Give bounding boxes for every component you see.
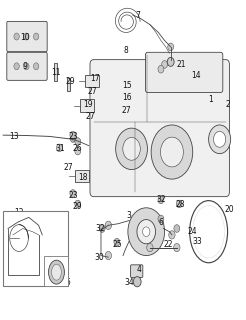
Text: 27: 27: [122, 106, 131, 115]
Circle shape: [169, 231, 175, 239]
Circle shape: [158, 215, 164, 223]
Ellipse shape: [52, 264, 61, 280]
Text: 18: 18: [78, 173, 87, 182]
Circle shape: [158, 196, 164, 204]
Text: 24: 24: [188, 227, 198, 236]
Text: 27: 27: [63, 164, 73, 172]
Text: 26: 26: [73, 144, 83, 153]
Text: 20: 20: [225, 205, 234, 214]
Circle shape: [128, 208, 165, 256]
Circle shape: [174, 225, 180, 232]
Circle shape: [105, 252, 111, 260]
FancyBboxPatch shape: [7, 52, 47, 80]
Text: 7: 7: [135, 11, 140, 20]
FancyBboxPatch shape: [131, 265, 143, 277]
Circle shape: [151, 125, 193, 179]
Text: 9: 9: [23, 61, 28, 70]
Circle shape: [143, 227, 150, 236]
Text: 29: 29: [66, 77, 75, 86]
Circle shape: [158, 65, 164, 73]
Circle shape: [70, 136, 75, 142]
Circle shape: [214, 131, 226, 147]
Circle shape: [105, 221, 111, 229]
Circle shape: [162, 60, 168, 68]
Circle shape: [24, 63, 29, 70]
Circle shape: [99, 225, 105, 232]
Text: 31: 31: [56, 144, 65, 153]
Bar: [54, 63, 58, 81]
Circle shape: [209, 125, 231, 154]
Text: 30: 30: [95, 253, 105, 262]
Text: 3: 3: [127, 211, 132, 220]
Bar: [3, 211, 68, 286]
Circle shape: [133, 276, 141, 287]
Bar: [80, 100, 94, 112]
Text: 6: 6: [158, 218, 163, 227]
Text: 4: 4: [137, 265, 141, 275]
Circle shape: [123, 138, 140, 160]
Circle shape: [160, 137, 183, 167]
Text: 27: 27: [85, 113, 95, 122]
Text: 1: 1: [209, 95, 214, 104]
Text: 11: 11: [51, 68, 61, 77]
Bar: [75, 170, 90, 182]
Bar: [44, 256, 68, 286]
Circle shape: [70, 190, 76, 197]
Circle shape: [14, 63, 19, 70]
Circle shape: [167, 57, 174, 66]
Text: 27: 27: [88, 87, 97, 96]
Circle shape: [70, 131, 76, 139]
Bar: [67, 78, 70, 91]
Text: 29: 29: [73, 202, 83, 211]
Text: 34: 34: [124, 278, 134, 287]
Text: 5: 5: [65, 278, 70, 287]
Text: 22: 22: [164, 240, 173, 249]
Text: 32: 32: [95, 224, 105, 233]
Circle shape: [137, 220, 155, 244]
FancyBboxPatch shape: [7, 21, 47, 52]
Circle shape: [168, 43, 174, 51]
Text: 16: 16: [122, 93, 131, 102]
Text: 2: 2: [226, 100, 231, 109]
Bar: [85, 75, 99, 87]
FancyBboxPatch shape: [90, 60, 230, 197]
Text: 28: 28: [176, 200, 185, 209]
Text: 23: 23: [68, 190, 78, 200]
Text: 10: 10: [20, 33, 30, 42]
Circle shape: [33, 33, 39, 40]
Circle shape: [75, 200, 81, 208]
Text: 33: 33: [193, 237, 202, 246]
Circle shape: [116, 128, 147, 170]
Circle shape: [147, 244, 153, 252]
Circle shape: [75, 147, 81, 155]
Circle shape: [57, 144, 62, 152]
Text: 21: 21: [177, 60, 186, 69]
Text: 15: 15: [122, 81, 131, 90]
Text: 8: 8: [123, 45, 128, 55]
Text: 14: 14: [192, 71, 201, 80]
Circle shape: [14, 33, 19, 40]
Circle shape: [176, 200, 182, 208]
Circle shape: [75, 138, 81, 145]
Text: 32: 32: [156, 195, 166, 204]
Circle shape: [114, 238, 120, 246]
Text: 31: 31: [27, 221, 36, 230]
Text: 25: 25: [112, 240, 122, 249]
Circle shape: [24, 33, 29, 40]
Text: 23: 23: [68, 132, 78, 140]
Text: 12: 12: [14, 208, 24, 217]
FancyBboxPatch shape: [145, 52, 223, 92]
Circle shape: [174, 244, 180, 252]
Circle shape: [33, 63, 39, 70]
Ellipse shape: [48, 260, 64, 284]
Text: 17: 17: [90, 74, 100, 83]
Text: 19: 19: [83, 100, 92, 109]
Text: 13: 13: [9, 132, 19, 140]
